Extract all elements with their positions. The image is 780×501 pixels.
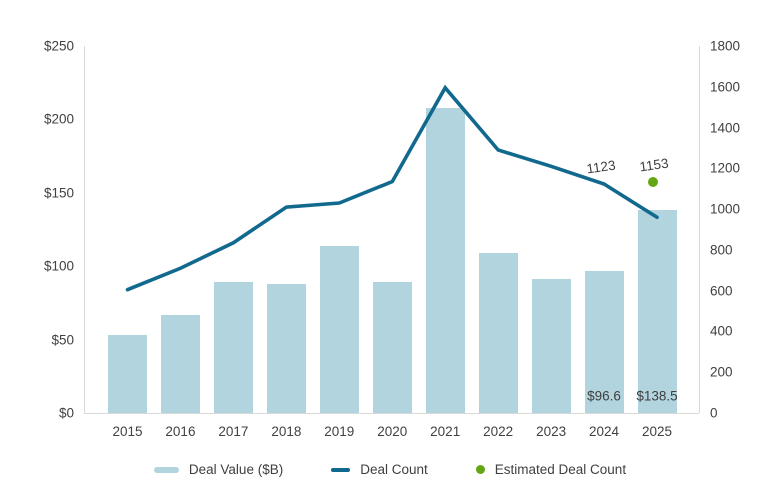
x-axis-label-2022: 2022 [483, 424, 514, 439]
x-axis-label-2017: 2017 [218, 424, 249, 439]
bar-2016 [160, 314, 200, 413]
y-axis-right-tick: 1400 [710, 119, 741, 135]
x-axis-label-2019: 2019 [324, 424, 355, 439]
estimated-deal-count-swatch-icon [475, 465, 485, 474]
estimated-deal-count-dot [648, 176, 658, 187]
y-axis-left-tick: $100 [43, 258, 74, 274]
legend-item-deal-value: Deal Value ($B) [153, 462, 284, 477]
y-axis-left-tick: $200 [43, 111, 74, 127]
y-axis-left-tick: $150 [43, 185, 74, 201]
bar-2021 [425, 107, 465, 413]
x-axis-label-2015: 2015 [112, 424, 143, 439]
x-axis-line [84, 413, 699, 414]
y-axis-left-tick: $50 [51, 331, 74, 347]
bar-2019 [319, 245, 359, 413]
legend-item-deal-count: Deal Count [331, 462, 428, 477]
y-axis-right-tick: 0 [710, 405, 718, 421]
y-axis-right-tick: 400 [710, 323, 733, 339]
y-axis-left-tick: $0 [58, 405, 74, 421]
y-axis-right-tick: 600 [710, 282, 733, 298]
x-axis-label-2018: 2018 [271, 424, 302, 439]
deal-value-swatch-icon [153, 466, 179, 473]
legend: Deal Value ($B) Deal Count Estimated Dea… [0, 462, 780, 477]
x-axis-label-2024: 2024 [589, 424, 620, 439]
bar-2015 [108, 335, 147, 413]
y-axis-right-tick: 800 [710, 242, 733, 258]
legend-label-deal-count: Deal Count [360, 462, 428, 477]
y-axis-right-line [699, 46, 700, 413]
x-axis-label-2020: 2020 [377, 424, 408, 439]
bar-2020 [372, 282, 412, 413]
x-axis-label-2021: 2021 [430, 424, 461, 439]
data-label-96.6: $96.6 [587, 388, 621, 404]
x-axis-label-2025: 2025 [641, 424, 673, 439]
bar-2018 [266, 283, 306, 413]
bar-2025 [637, 209, 677, 413]
x-axis-label-2016: 2016 [165, 424, 196, 439]
bar-2024 [584, 271, 624, 413]
legend-label-estimated-deal-count: Estimated Deal Count [494, 462, 627, 477]
data-label-138.5: $138.5 [636, 388, 678, 404]
legend-label-deal-value: Deal Value ($B) [188, 462, 284, 477]
y-axis-right-tick: 1800 [710, 38, 741, 54]
deal-count-swatch-icon [331, 467, 351, 472]
y-axis-left-line [84, 46, 85, 413]
bar-2023 [531, 279, 571, 413]
y-axis-right-tick: 1000 [710, 201, 741, 217]
y-axis-right-tick: 1200 [710, 160, 741, 176]
x-axis-label-2023: 2023 [536, 424, 567, 439]
bar-2017 [213, 282, 253, 413]
legend-item-estimated-deal-count: Estimated Deal Count [475, 462, 627, 477]
y-axis-left-tick: $250 [43, 38, 74, 54]
bar-2022 [478, 252, 518, 413]
y-axis-right-tick: 200 [710, 364, 733, 380]
y-axis-right-tick: 1600 [710, 79, 741, 95]
